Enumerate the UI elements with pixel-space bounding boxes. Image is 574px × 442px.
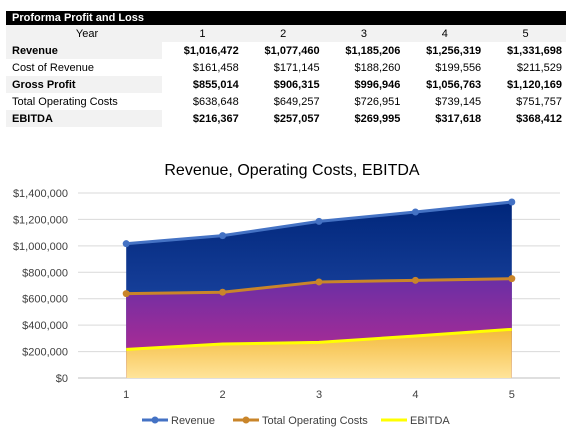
table-row: Cost of Revenue $161,458 $171,145 $188,260 $…	[6, 59, 566, 76]
row-value: $211,529	[516, 61, 562, 74]
legend-swatch-marker	[242, 416, 250, 424]
header-year-cell: 2	[242, 25, 324, 42]
legend-label: Total Operating Costs	[262, 415, 368, 427]
legend-label: Revenue	[171, 415, 215, 427]
header-year-cell: 4	[404, 25, 486, 42]
row-value: $368,412	[516, 112, 562, 125]
row-value: $638,648	[192, 95, 239, 108]
x-axis: 1 2 3 4 5	[123, 389, 515, 401]
data-point	[315, 278, 323, 286]
row-label: Revenue	[6, 42, 162, 59]
y-tick-label: $1,400,000	[13, 188, 68, 200]
row-value: $996,946	[354, 78, 401, 91]
row-value: $649,257	[273, 95, 320, 108]
data-point	[411, 208, 419, 216]
row-label: Total Operating Costs	[12, 95, 118, 108]
header-year-label: Year	[6, 25, 162, 42]
header-year-cell: 3	[323, 25, 405, 42]
row-value: $199,556	[435, 61, 482, 74]
data-point	[122, 290, 130, 298]
row-value: $751,757	[516, 95, 562, 108]
row-label: Cost of Revenue	[12, 61, 94, 74]
row-value: $269,995	[354, 112, 401, 125]
y-tick-label: $1,000,000	[13, 241, 68, 253]
table-row: Total Operating Costs $638,648 $649,257 $72…	[6, 93, 566, 110]
row-value: $216,367	[192, 112, 239, 125]
data-point	[508, 198, 516, 206]
legend-label: EBITDA	[410, 415, 450, 427]
row-value: $739,145	[435, 95, 482, 108]
legend: Revenue Total Operating Costs EBITDA	[142, 415, 450, 427]
row-value: $171,145	[273, 61, 320, 74]
data-point	[219, 288, 227, 296]
table-row: Revenue $1,016,472 $1,077,460 $1,185,206 $1,…	[6, 42, 566, 59]
row-label: Gross Profit	[6, 76, 162, 93]
data-point	[411, 276, 419, 284]
row-value: $1,056,763	[426, 78, 482, 91]
table-header-row: Year 1 2 3 4 5	[6, 25, 566, 42]
data-point	[315, 217, 323, 225]
row-value: $1,185,206	[345, 44, 401, 57]
data-point	[508, 275, 516, 283]
row-value: $1,120,169	[506, 78, 562, 91]
x-tick-label: 1	[123, 389, 129, 401]
x-tick-label: 2	[220, 389, 226, 401]
data-point	[122, 240, 130, 248]
row-value: $257,057	[273, 112, 320, 125]
table-title: Proforma Profit and Loss	[6, 11, 566, 25]
y-tick-label: $800,000	[22, 267, 68, 279]
y-tick-label: $0	[56, 373, 68, 385]
legend-swatch-marker	[151, 416, 159, 424]
profit-loss-table: Proforma Profit and Loss Year 1 2 3 4 5 …	[6, 11, 566, 127]
series-line	[126, 327, 512, 351]
line-series	[122, 198, 516, 351]
row-value: $855,014	[192, 78, 239, 91]
y-axis: $0 $200,000 $400,000 $600,000 $800,000 $1,000…	[13, 188, 68, 385]
row-value: $1,331,698	[506, 44, 562, 57]
table-grid: Year 1 2 3 4 5 Revenue $1,016,472 $1,077,4…	[6, 25, 566, 127]
row-value: $1,016,472	[183, 44, 239, 57]
row-value: $161,458	[192, 61, 239, 74]
table-row: Gross Profit $855,014 $906,315 $996,946 $1,0…	[6, 76, 566, 93]
y-tick-label: $200,000	[22, 347, 68, 359]
area-ebitda	[126, 329, 512, 378]
x-tick-label: 5	[509, 389, 515, 401]
x-tick-label: 3	[316, 389, 322, 401]
y-tick-label: $1,200,000	[13, 214, 68, 226]
row-value: $317,618	[435, 112, 482, 125]
area-series	[126, 202, 512, 378]
row-value: $1,077,460	[264, 44, 320, 57]
chart-title: Revenue, Operating Costs, EBITDA	[164, 162, 420, 179]
data-point	[219, 232, 227, 240]
y-tick-label: $400,000	[22, 320, 68, 332]
header-year-cell: 1	[162, 25, 243, 42]
header-year-cell: 5	[485, 25, 566, 42]
x-tick-label: 4	[412, 389, 418, 401]
row-value: $188,260	[354, 61, 401, 74]
y-tick-label: $600,000	[22, 294, 68, 306]
row-value: $1,256,319	[426, 44, 482, 57]
table-row: EBITDA $216,367 $257,057 $269,995 $317,618 $3…	[6, 110, 566, 127]
row-value: $906,315	[273, 78, 320, 91]
area-chart: Revenue, Operating Costs, EBITDA $0 $200,…	[13, 162, 560, 427]
row-label: EBITDA	[6, 110, 162, 127]
row-value: $726,951	[354, 95, 401, 108]
